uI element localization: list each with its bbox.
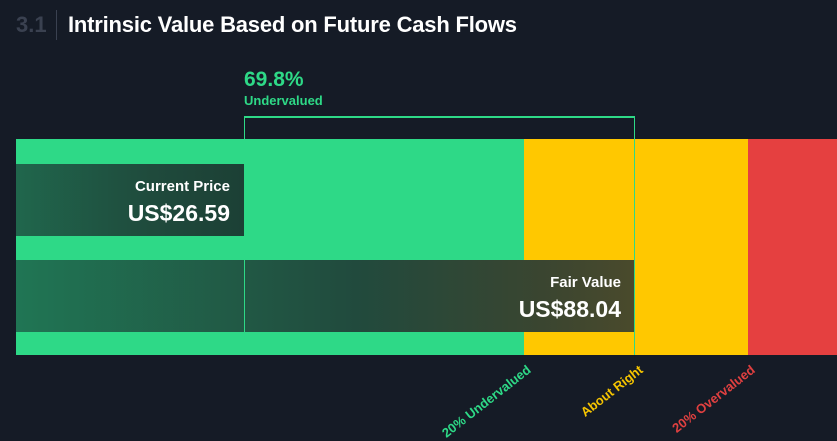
discount-bracket [244,116,635,355]
current-price-value: US$26.59 [127,200,230,226]
zone-label-undervalued: 20% Undervalued [438,362,534,441]
fair-value-bar: Fair Value US$88.04 [16,260,635,332]
fair-value-value: US$88.04 [518,296,621,322]
zone-label-overvalued: 20% Overvalued [668,362,758,436]
current-price-bar: Current Price US$26.59 [16,164,244,236]
section-number: 3.1 [16,12,47,37]
current-price-label: Current Price [134,178,230,195]
zone-overvalued [748,139,837,355]
zone-label-about-right: About Right [577,362,646,420]
chart-header: 3.1 Intrinsic Value Based on Future Cash… [16,10,517,40]
header-divider [56,10,57,40]
chart-title: Intrinsic Value Based on Future Cash Flo… [68,12,517,37]
undervalued-percent: 69.8% [244,68,304,91]
fair-value-label: Fair Value [550,274,621,291]
valuation-status: Undervalued [244,93,323,108]
